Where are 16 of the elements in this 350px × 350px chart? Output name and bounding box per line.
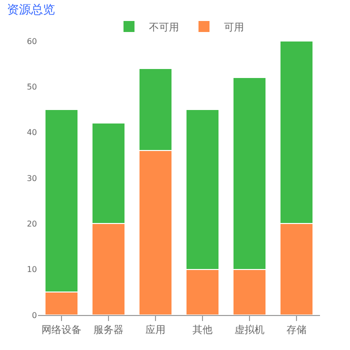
x-tick-label: 服务器 xyxy=(94,324,124,336)
y-tick-label: 0 xyxy=(32,310,37,320)
y-tick-label: 40 xyxy=(26,128,37,138)
y-tick-label: 10 xyxy=(26,265,37,274)
y-tick-label: 20 xyxy=(26,219,37,228)
x-tick-label: 应用 xyxy=(146,324,166,336)
legend-label: 不可用 xyxy=(149,22,179,34)
x-tick-label: 其他 xyxy=(192,324,212,336)
x-tick-label: 虚拟机 xyxy=(234,324,264,336)
chart-title: 资源总览 xyxy=(7,2,55,17)
x-tick-label: 存储 xyxy=(286,324,306,336)
legend-label: 可用 xyxy=(224,22,244,34)
x-tick-label: 网络设备 xyxy=(42,324,82,336)
y-tick-label: 50 xyxy=(26,82,37,92)
y-tick-label: 60 xyxy=(26,36,37,46)
y-tick-label: 30 xyxy=(26,174,37,183)
